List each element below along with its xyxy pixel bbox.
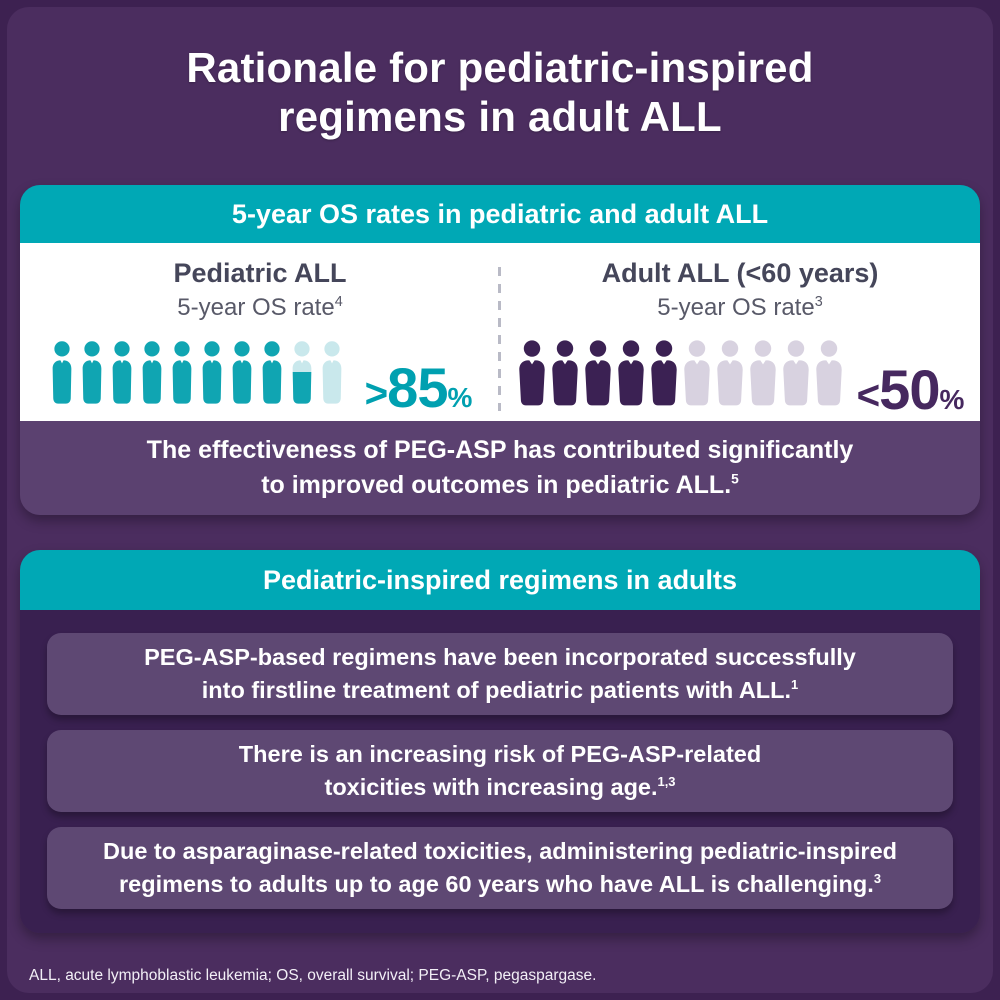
adult-title: Adult ALL (<60 years) [601, 258, 879, 289]
regimens-card: Pediatric-inspired regimens in adults PE… [20, 550, 980, 934]
abbreviations-footnote: ALL, acute lymphoblastic leukemia; OS, o… [29, 967, 597, 984]
person-icon [748, 335, 778, 415]
os-card-header-text: 5-year OS rates in pediatric and adult A… [231, 199, 769, 230]
regimen-statement-1: PEG-ASP-based regimens have been incorpo… [47, 633, 953, 716]
column-divider [498, 267, 502, 412]
statement2-ref: 1,3 [657, 774, 676, 790]
adult-subtitle: 5-year OS rate3 [500, 293, 980, 321]
person-icon [79, 335, 105, 413]
adult-value-number: 50 [879, 357, 940, 421]
regimen-statement-2: There is an increasing risk of PEG-ASP-r… [47, 730, 953, 813]
os-card-footer: The effectiveness of PEG-ASP has contrib… [20, 421, 980, 516]
statement2-line1: There is an increasing risk of PEG-ASP-r… [238, 741, 762, 768]
pediatric-subtitle: 5-year OS rate4 [20, 293, 500, 321]
os-card-body: Pediatric ALL 5-year OS rate4 >85% Adult… [20, 243, 980, 422]
page-title: Rationale for pediatric-inspired regimen… [7, 43, 993, 141]
adult-os-value: <50% [856, 361, 965, 418]
person-icon [616, 335, 646, 415]
person-icon [517, 335, 547, 415]
adult-pictograph: <50% [500, 335, 980, 418]
adult-value-sign: < [856, 371, 881, 418]
pediatric-subtitle-text: 5-year OS rate [177, 293, 335, 321]
statement1-ref: 1 [791, 677, 799, 693]
person-icon [229, 335, 255, 413]
person-icon [550, 335, 580, 415]
os-footer-line2: to improved outcomes in pediatric ALL. [261, 470, 732, 499]
person-icon [289, 335, 315, 413]
os-rates-card: 5-year OS rates in pediatric and adult A… [20, 185, 980, 516]
regimens-card-header-text: Pediatric-inspired regimens in adults [262, 565, 738, 596]
person-icon [109, 335, 135, 413]
regimen-statement-3: Due to asparaginase-related toxicities, … [47, 827, 953, 910]
person-icon [583, 335, 613, 415]
adult-person-icons [517, 335, 847, 415]
statement1-line2: into firstline treatment of pediatric pa… [201, 677, 792, 704]
person-icon [649, 335, 679, 415]
pediatric-subtitle-ref: 4 [334, 293, 343, 310]
adult-column: Adult ALL (<60 years) 5-year OS rate3 <5… [500, 243, 980, 421]
os-card-header: 5-year OS rates in pediatric and adult A… [20, 185, 980, 244]
os-footer-line1: The effectiveness of PEG-ASP has contrib… [146, 436, 854, 465]
person-icon [319, 335, 345, 413]
statement3-line2: regimens to adults up to age 60 years wh… [119, 871, 874, 898]
adult-subtitle-ref: 3 [814, 293, 823, 310]
person-icon [715, 335, 745, 415]
page-background: Rationale for pediatric-inspired regimen… [7, 7, 993, 993]
person-icon [139, 335, 165, 413]
regimens-card-header: Pediatric-inspired regimens in adults [20, 550, 980, 611]
pediatric-value-sign: > [364, 369, 389, 416]
statement3-ref: 3 [873, 871, 881, 887]
adult-value-unit: % [939, 383, 964, 415]
pediatric-column: Pediatric ALL 5-year OS rate4 >85% [20, 243, 500, 421]
adult-subtitle-text: 5-year OS rate [657, 293, 815, 321]
person-icon [682, 335, 712, 415]
pediatric-pictograph: >85% [20, 335, 500, 416]
regimens-card-body: PEG-ASP-based regimens have been incorpo… [20, 610, 980, 934]
person-icon [781, 335, 811, 415]
pediatric-person-icons [49, 335, 349, 413]
pediatric-value-unit: % [447, 381, 472, 413]
pediatric-value-number: 85 [387, 355, 448, 419]
person-icon [169, 335, 195, 413]
person-icon [814, 335, 844, 415]
page-title-line1: Rationale for pediatric-inspired [186, 44, 814, 91]
person-icon [259, 335, 285, 413]
statement1-line1: PEG-ASP-based regimens have been incorpo… [144, 644, 856, 671]
page-title-line2: regimens in adult ALL [278, 93, 722, 141]
person-icon [199, 335, 225, 413]
statement2-line2: toxicities with increasing age. [324, 774, 658, 801]
statement3-line1: Due to asparaginase-related toxicities, … [103, 838, 897, 865]
pediatric-os-value: >85% [364, 359, 473, 416]
person-icon [49, 335, 75, 413]
os-footer-ref: 5 [731, 471, 739, 487]
pediatric-title: Pediatric ALL [173, 258, 347, 289]
